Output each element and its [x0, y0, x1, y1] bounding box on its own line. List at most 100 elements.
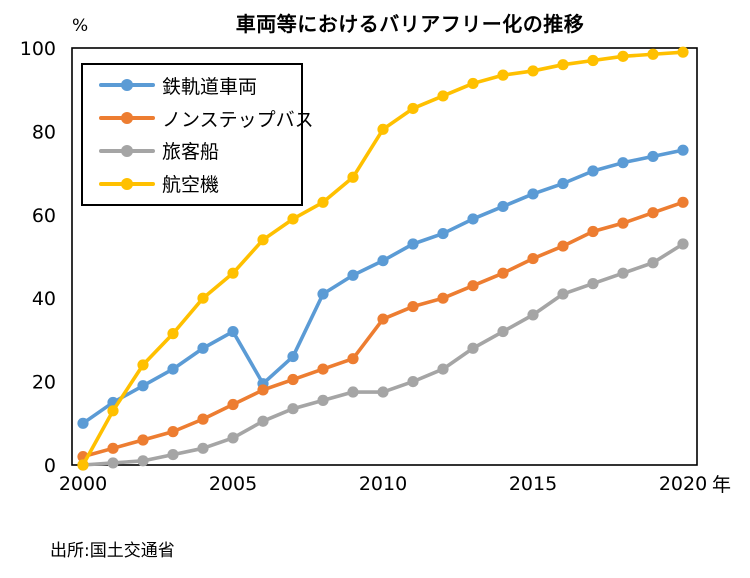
data-point: [347, 386, 359, 398]
data-point: [287, 350, 299, 363]
data-point: [227, 267, 239, 279]
data-point: [197, 342, 209, 354]
data-point: [407, 300, 419, 313]
data-point: [287, 403, 299, 415]
data-point: [647, 207, 659, 219]
data-point: [557, 288, 569, 300]
data-point: [437, 363, 449, 375]
data-point: [527, 252, 539, 265]
legend: 鉄軌道車両 ノンステップバス 旅客船 航空機: [81, 63, 314, 206]
data-point: [227, 325, 239, 338]
data-point: [617, 50, 629, 62]
legend-item-railway: 鉄軌道車両: [83, 69, 301, 101]
plot-border: [71, 47, 698, 466]
data-point: [437, 90, 449, 102]
data-point: [137, 455, 149, 467]
data-point: [557, 177, 569, 190]
data-point: [647, 48, 659, 60]
legend-item-bus: ノンステップバス: [83, 102, 314, 134]
data-point: [107, 405, 119, 417]
y-tick-label: 40: [32, 288, 56, 310]
y-axis-unit-label: %: [72, 16, 89, 36]
data-point: [137, 359, 149, 371]
data-point: [407, 376, 419, 388]
data-point: [497, 69, 509, 81]
data-point: [677, 196, 689, 208]
data-point: [497, 200, 509, 213]
data-point: [407, 102, 419, 115]
data-point: [677, 46, 689, 58]
data-point: [317, 196, 329, 208]
data-point: [617, 217, 629, 229]
legend-label: ノンステップバス: [162, 108, 314, 131]
data-point: [497, 325, 509, 338]
data-point: [677, 144, 689, 156]
data-point: [77, 459, 89, 471]
data-point: [647, 257, 659, 269]
data-point: [587, 54, 599, 67]
data-point: [287, 373, 299, 386]
data-point: [527, 65, 539, 77]
data-point: [257, 234, 269, 246]
data-point: [587, 165, 599, 177]
data-point: [407, 238, 419, 250]
legend-label: 鉄軌道車両: [162, 75, 258, 98]
data-point: [467, 280, 479, 292]
data-point: [527, 309, 539, 321]
data-point: [257, 384, 269, 396]
data-point: [467, 213, 479, 225]
data-point: [377, 313, 389, 325]
data-point: [617, 157, 629, 169]
chart-title: 車両等におけるバリアフリー化の推移: [235, 12, 585, 36]
data-point: [137, 434, 149, 446]
data-point: [137, 380, 149, 392]
data-point: [167, 448, 179, 461]
data-point: [197, 442, 209, 454]
data-point: [437, 227, 449, 240]
data-point: [587, 225, 599, 238]
y-tick-label: 0: [44, 455, 56, 477]
x-tick-label: 2005: [209, 473, 257, 495]
legend-item-ship: 旅客船: [83, 135, 301, 167]
data-point: [497, 267, 509, 279]
data-point: [557, 59, 569, 71]
data-point: [227, 398, 239, 411]
data-point: [677, 238, 689, 250]
data-point: [347, 269, 359, 281]
data-point: [167, 328, 179, 340]
legend-label: 航空機: [162, 174, 220, 197]
source-note: 出所:国土交通省: [50, 541, 175, 561]
data-point: [467, 342, 479, 354]
legend-label: 旅客船: [162, 141, 220, 164]
railway-line-marker-icon: [99, 79, 155, 92]
data-point: [317, 363, 329, 375]
ship-line-marker-icon: [99, 144, 155, 157]
data-point: [647, 150, 659, 163]
data-point: [527, 188, 539, 200]
aircraft-line-marker-icon: [99, 177, 155, 190]
data-point: [377, 123, 389, 135]
data-point: [377, 255, 389, 267]
data-point: [197, 413, 209, 425]
data-point: [257, 415, 269, 427]
data-point: [377, 386, 389, 398]
x-tick-label: 2000: [59, 473, 107, 495]
data-point: [347, 171, 359, 183]
data-point: [227, 432, 239, 444]
data-point: [317, 288, 329, 300]
y-tick-label: 80: [32, 121, 56, 143]
x-tick-label: 2020: [659, 473, 707, 495]
y-tick-label: 60: [32, 205, 56, 227]
data-point: [347, 353, 359, 365]
x-axis-unit-label: 年: [712, 474, 732, 496]
data-point: [107, 457, 119, 469]
bus-line-marker-icon: [99, 112, 155, 125]
y-tick-label: 20: [32, 372, 56, 394]
x-tick-label: 2015: [509, 473, 557, 495]
x-tick-label: 2010: [359, 473, 407, 495]
data-point: [557, 240, 569, 252]
data-point: [77, 417, 89, 429]
data-point: [317, 394, 329, 406]
